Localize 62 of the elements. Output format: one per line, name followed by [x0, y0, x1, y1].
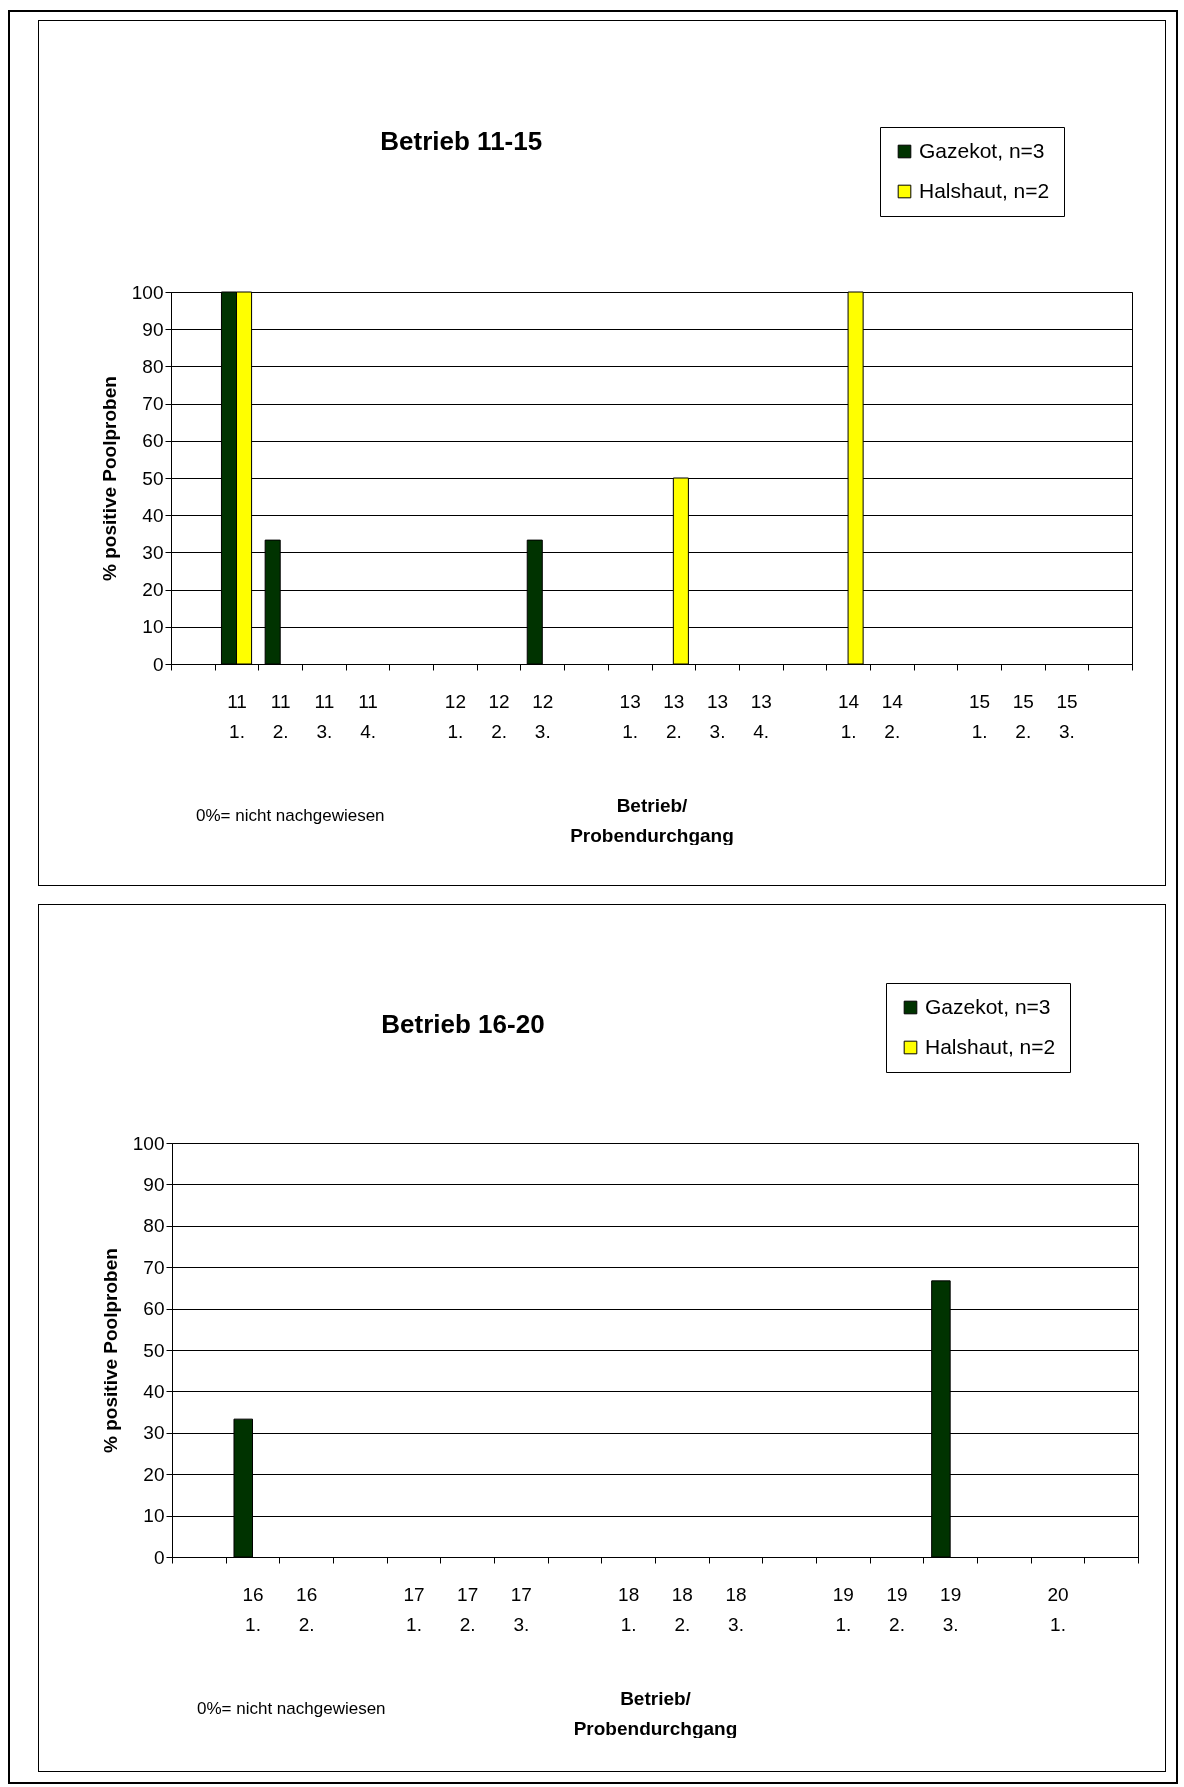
y-tick-label: 70 [143, 1256, 165, 1278]
y-tick-label: 40 [142, 504, 164, 526]
legend-label: Halshaut, n=2 [919, 178, 1050, 202]
x-tick-label: 12 1. [444, 690, 466, 742]
y-tick-label: 10 [143, 1505, 165, 1527]
legend-label: Gazekot, n=3 [925, 994, 1051, 1018]
x-tick-label: 19 3. [940, 1583, 962, 1635]
chart-title: Betrieb 16-20 [381, 1008, 545, 1039]
x-tick-label: 12 3. [532, 690, 554, 742]
legend-label: Halshaut, n=2 [925, 1034, 1056, 1058]
x-tick-label: 16 1. [242, 1583, 264, 1635]
y-tick-label: 0 [152, 653, 164, 675]
x-tick-label: 19 1. [832, 1583, 854, 1635]
y-tick-label: 80 [143, 1215, 165, 1237]
x-tick-label: 13 4. [750, 690, 772, 742]
x-tick-label: 14 1. [838, 690, 860, 742]
x-tick-label: 11 2. [270, 690, 291, 742]
y-tick-label: 30 [142, 541, 164, 563]
legend-label: Gazekot, n=3 [919, 138, 1045, 162]
y-tick-label: 30 [143, 1422, 165, 1444]
y-tick-label: 60 [142, 430, 164, 452]
x-tick-label: 14 2. [881, 690, 904, 742]
x-tick-label: 13 1. [619, 690, 641, 742]
x-tick-label: 11 3. [314, 690, 335, 742]
y-tick-label: 100 [131, 281, 164, 303]
text: 0%= nicht nachgewiesen [197, 1699, 386, 1718]
y-tick-label: 20 [143, 1463, 165, 1485]
y-tick-label: 50 [143, 1339, 165, 1361]
y-tick-label: 20 [142, 579, 164, 601]
x-tick-label: 20 1. [1047, 1583, 1069, 1635]
chart-title: Betrieb 11-15 [380, 125, 543, 156]
y-tick-label: 90 [142, 318, 164, 340]
x-tick-label: 17 2. [457, 1583, 479, 1635]
x-tick-label: 17 3. [510, 1583, 532, 1635]
x-tick-label: 17 1. [403, 1583, 425, 1635]
x-tick-label: 19 2. [886, 1583, 908, 1635]
text: 0%= nicht nachgewiesen [196, 806, 385, 825]
x-tick-label: 18 2. [671, 1583, 693, 1635]
x-tick-label: 18 3. [725, 1583, 747, 1635]
x-tick-label: 12 2. [488, 690, 510, 742]
y-axis-title: % positive Poolproben [98, 376, 120, 581]
x-tick-label: 13 2. [663, 690, 685, 742]
x-tick-label: 11 1. [227, 690, 247, 742]
x-tick-label: 11 4. [358, 690, 378, 742]
x-axis-title: Betrieb/ Probendurchgang [570, 794, 734, 846]
y-tick-label: 60 [143, 1298, 165, 1320]
y-tick-label: 10 [142, 616, 164, 638]
y-tick-label: 40 [143, 1380, 165, 1402]
y-tick-label: 70 [142, 393, 164, 415]
y-tick-label: 50 [142, 467, 164, 489]
x-tick-label: 16 2. [296, 1583, 318, 1635]
y-tick-label: 0 [153, 1546, 165, 1568]
x-tick-label: 13 3. [706, 690, 729, 742]
y-tick-label: 90 [143, 1173, 165, 1195]
x-tick-label: 15 1. [969, 690, 991, 742]
y-tick-label: 80 [142, 355, 164, 377]
x-tick-label: 15 2. [1012, 690, 1034, 742]
x-axis-title: Betrieb/ Probendurchgang [573, 1687, 738, 1739]
y-tick-label: 100 [132, 1132, 165, 1154]
y-axis-title: % positive Poolproben [99, 1248, 121, 1453]
x-tick-label: 18 1. [618, 1583, 640, 1635]
x-tick-label: 15 3. [1056, 690, 1078, 742]
